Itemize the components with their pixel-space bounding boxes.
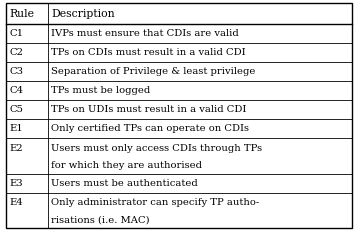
Text: C2: C2 xyxy=(9,48,23,57)
Text: Users must only access CDIs through TPs: Users must only access CDIs through TPs xyxy=(51,144,262,153)
Text: TPs must be logged: TPs must be logged xyxy=(51,86,151,95)
Text: Separation of Privilege & least privilege: Separation of Privilege & least privileg… xyxy=(51,67,256,76)
Text: E2: E2 xyxy=(9,144,23,153)
Text: Users must be authenticated: Users must be authenticated xyxy=(51,179,198,188)
Text: TPs on CDIs must result in a valid CDI: TPs on CDIs must result in a valid CDI xyxy=(51,48,246,57)
Text: Description: Description xyxy=(51,9,115,19)
Text: C1: C1 xyxy=(9,29,23,38)
Text: risations (i.e. MAC): risations (i.e. MAC) xyxy=(51,216,150,225)
Text: IVPs must ensure that CDIs are valid: IVPs must ensure that CDIs are valid xyxy=(51,29,239,38)
Text: E4: E4 xyxy=(9,198,23,207)
Text: Rule: Rule xyxy=(9,9,34,19)
Text: C3: C3 xyxy=(9,67,23,76)
Text: E1: E1 xyxy=(9,124,23,133)
Text: E3: E3 xyxy=(9,179,23,188)
Text: Only certified TPs can operate on CDIs: Only certified TPs can operate on CDIs xyxy=(51,124,249,133)
Text: C4: C4 xyxy=(9,86,23,95)
Text: TPs on UDIs must result in a valid CDI: TPs on UDIs must result in a valid CDI xyxy=(51,105,247,114)
Text: Only administrator can specify TP autho-: Only administrator can specify TP autho- xyxy=(51,198,260,207)
Text: C5: C5 xyxy=(9,105,23,114)
Text: for which they are authorised: for which they are authorised xyxy=(51,161,202,170)
